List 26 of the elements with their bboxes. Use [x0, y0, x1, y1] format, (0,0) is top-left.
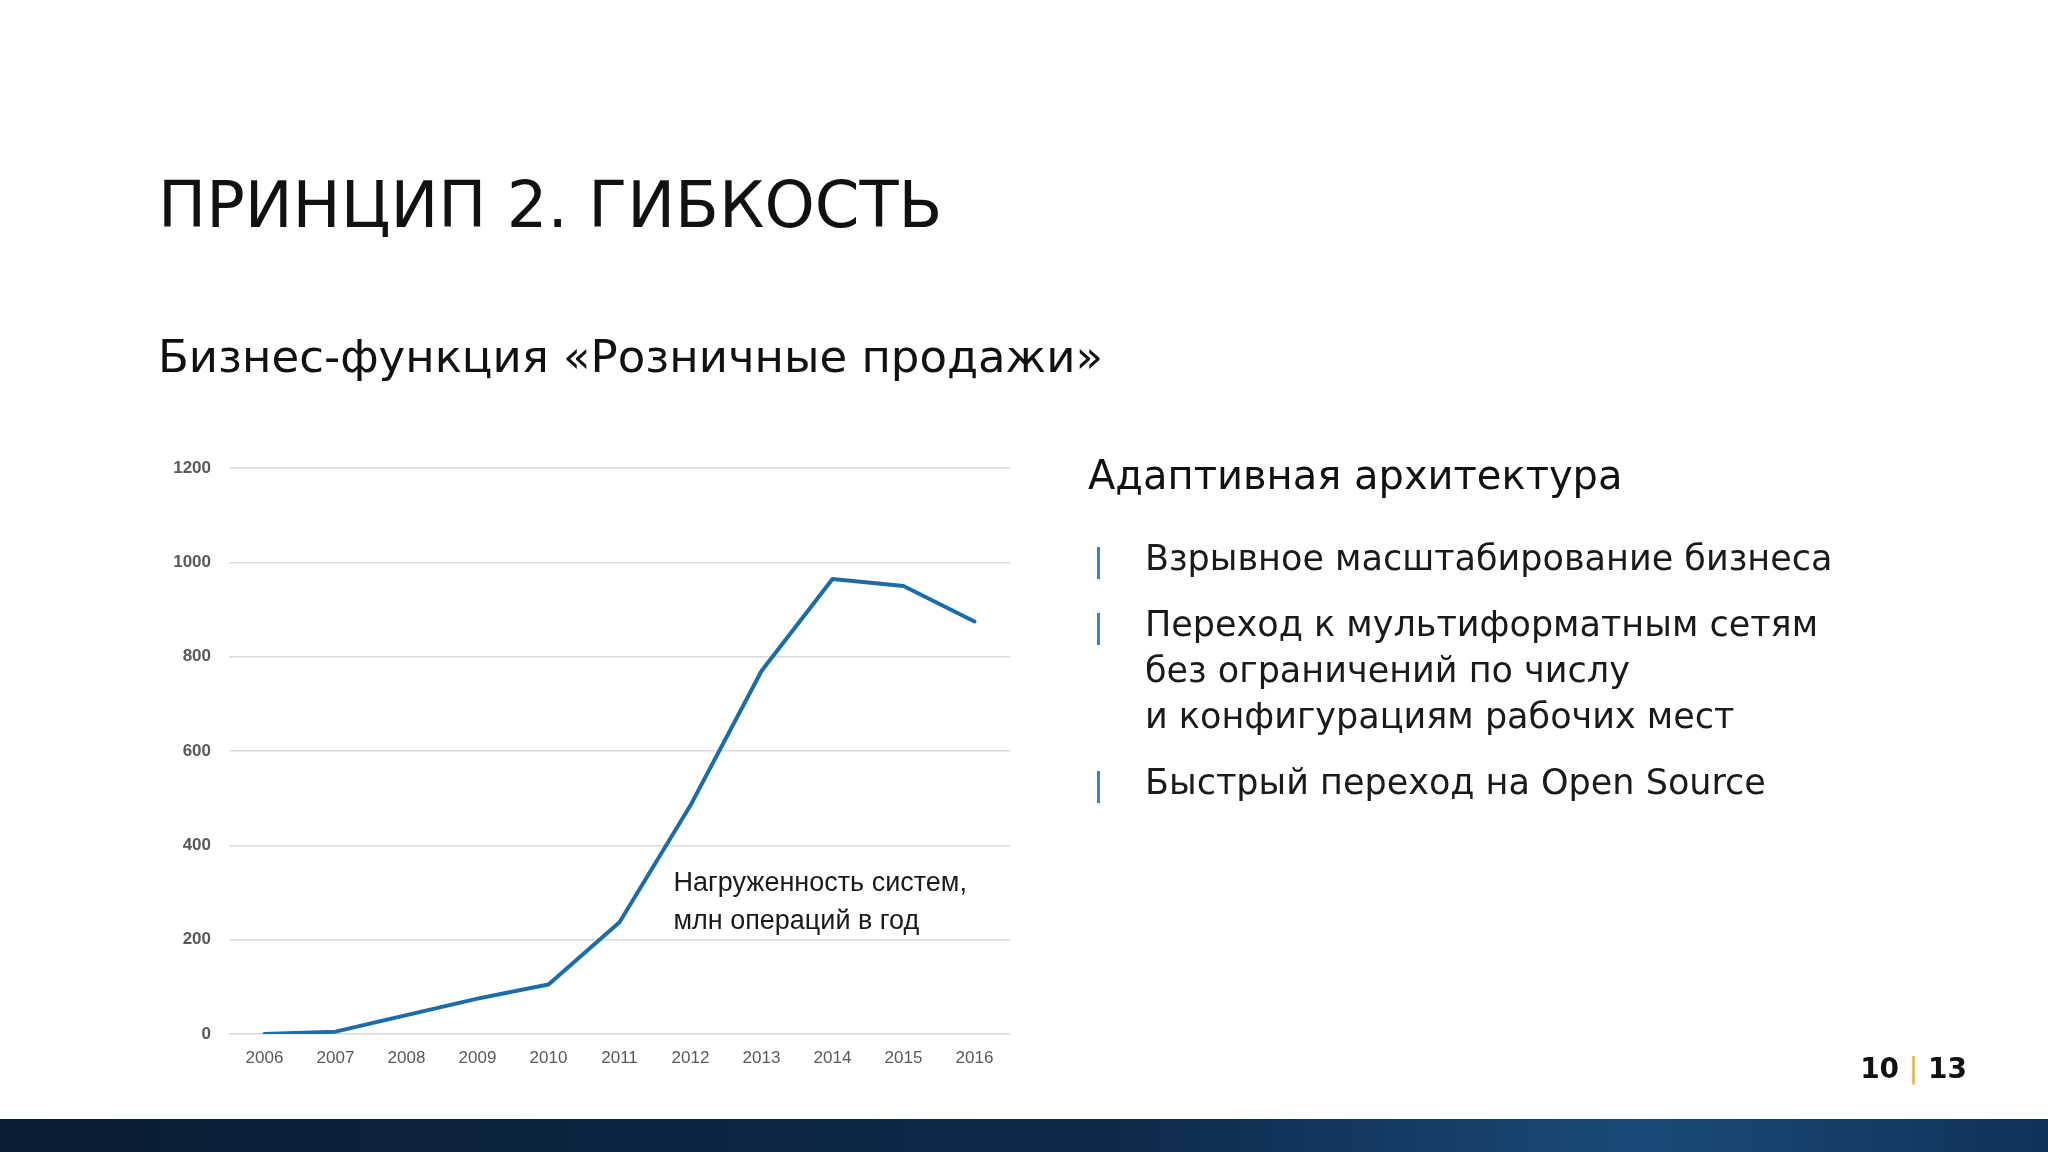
x-tick-label: 2010	[529, 1047, 568, 1067]
x-tick-label: 2006	[245, 1047, 284, 1067]
x-tick-label: 2011	[601, 1047, 638, 1067]
y-tick-label: 800	[182, 646, 211, 666]
x-tick-label: 2008	[387, 1047, 426, 1067]
x-tick-label: 2012	[671, 1047, 710, 1067]
series-label: Нагруженность систем, млн операций в год	[673, 867, 967, 936]
y-tick-label: 1000	[173, 552, 211, 572]
x-tick-label: 2007	[316, 1047, 355, 1067]
text: Быстрый переход на Open Source	[1145, 761, 1767, 804]
text: Переход к мультиформатным сетям без ограничений по числу и конфигурациям рабочих мест	[1145, 603, 1820, 738]
y-tick-label: 200	[182, 929, 211, 949]
x-tick-label: 2014	[813, 1047, 852, 1067]
y-tick-label: 400	[182, 835, 211, 855]
x-tick-label: 2015	[884, 1047, 923, 1067]
y-tick-label: 600	[182, 740, 211, 760]
y-tick-label: 0	[201, 1023, 211, 1043]
y-tick-label: 1200	[173, 457, 211, 477]
text: Адаптивная архитектура	[1088, 452, 1623, 498]
x-tick-label: 2009	[458, 1047, 497, 1067]
chart-title: ПРИНЦИП 2. ГИБКОСТЬ	[158, 168, 943, 242]
x-tick-label: 2016	[955, 1047, 994, 1067]
x-tick-label: 2013	[742, 1047, 781, 1067]
text: 10 | 13	[1860, 1052, 1967, 1085]
text: Взрывное масштабирование бизнеса	[1145, 537, 1834, 580]
chart-subtitle: Бизнес-функция «Розничные продажи»	[158, 330, 1103, 383]
